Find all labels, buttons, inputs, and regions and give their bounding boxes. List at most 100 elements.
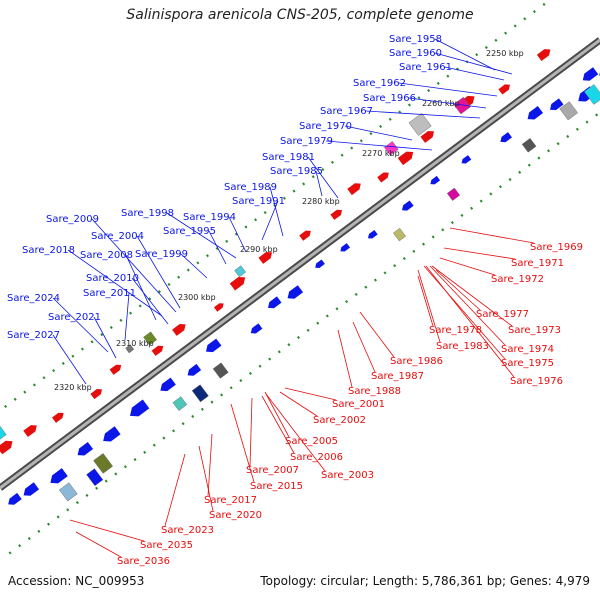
- reverse-gene-arrow-17-shape: [52, 412, 64, 423]
- reverse-gene-arrow-15-shape: [109, 364, 122, 375]
- reverse-gene-label-14: Sare_2001: [332, 399, 385, 410]
- reverse-label-leader-14: [284, 387, 337, 401]
- forward-label-leader-15: [208, 230, 227, 265]
- reverse-label-leader-3: [439, 257, 496, 276]
- accession-text: Accession: NC_009953: [8, 574, 145, 588]
- forward-label-leader-6: [365, 110, 481, 119]
- forward-gene-label-21: Sare_2010: [86, 273, 139, 284]
- backbone: [0, 38, 600, 490]
- forward-gene-label-7: Sare_1970: [299, 121, 352, 132]
- reverse-label-leader-6: [417, 275, 434, 327]
- feature-box-16: [143, 331, 157, 346]
- reverse-label-leader-5: [431, 265, 513, 327]
- forward-label-leader-10: [315, 170, 323, 197]
- forward-gene-label-17: Sare_2004: [91, 231, 144, 242]
- reverse-gene-arrow-2: [498, 84, 511, 95]
- reverse-label-leader-7: [417, 269, 441, 343]
- feature-box-5: [393, 227, 406, 242]
- feature-box-6: [212, 362, 229, 379]
- feature-box-12-shape: [453, 96, 471, 115]
- forward-gene-arrow-10-shape: [367, 230, 378, 239]
- forward-label-leader-13: [228, 216, 247, 253]
- forward-gene-label-10: Sare_1985: [270, 166, 323, 177]
- feature-box-10: [86, 468, 104, 487]
- reverse-label-leader-10: [359, 311, 395, 358]
- feature-box-14: [384, 141, 399, 156]
- forward-gene-arrow-21-shape: [77, 441, 94, 456]
- reverse-gene-arrow-16: [90, 388, 103, 400]
- reverse-label-leader-19: [265, 393, 326, 472]
- forward-gene-arrow-6-shape: [500, 132, 512, 143]
- reverse-gene-arrow-10: [258, 252, 273, 264]
- reverse-label-leader-22: [198, 445, 214, 512]
- feature-box-6-shape: [212, 362, 229, 379]
- reverse-label-leader-8: [429, 265, 506, 346]
- reverse-label-leader-1: [449, 227, 535, 244]
- forward-gene-label-2: Sare_1960: [389, 48, 442, 59]
- forward-gene-arrow-10: [367, 230, 378, 239]
- reverse-gene-arrow-13-shape: [172, 324, 186, 336]
- reverse-label-leader-25: [75, 531, 122, 558]
- reverse-gene-arrow-1-shape: [536, 49, 551, 61]
- kbp-label-3: 2270 kbp: [362, 149, 400, 158]
- forward-gene-arrow-12: [315, 259, 325, 268]
- feature-box-12: [453, 96, 471, 115]
- forward-gene-arrow-11-shape: [340, 243, 351, 252]
- reverse-gene-arrow-19-shape: [0, 440, 13, 455]
- forward-label-leader-14: [166, 212, 237, 259]
- forward-gene-label-4: Sare_1962: [353, 78, 406, 89]
- feature-box-9-shape: [93, 453, 113, 474]
- reverse-gene-arrow-4: [420, 131, 435, 143]
- feature-box-11-shape: [59, 482, 78, 502]
- forward-gene-label-11: Sare_1989: [224, 182, 277, 193]
- forward-label-leader-21: [131, 277, 169, 325]
- reverse-label-leader-12: [352, 321, 376, 373]
- reverse-gene-arrow-18-shape: [23, 425, 37, 437]
- forward-gene-label-1: Sare_1958: [389, 34, 442, 45]
- forward-label-leader-20: [125, 254, 157, 321]
- feature-box-9: [93, 453, 113, 474]
- kbp-label-5: 2290 kbp: [240, 245, 278, 254]
- forward-gene-label-3: Sare_1961: [399, 62, 452, 73]
- reverse-gene-arrow-5-shape: [397, 151, 414, 166]
- reverse-gene-arrow-6: [377, 172, 389, 183]
- reverse-gene-arrow-19: [0, 440, 13, 455]
- feature-box-15-shape: [234, 265, 246, 278]
- forward-label-leader-5: [408, 97, 487, 109]
- reverse-gene-arrow-13: [172, 324, 186, 336]
- reverse-gene-arrow-11-shape: [229, 276, 246, 291]
- forward-gene-arrow-18-shape: [160, 377, 176, 392]
- forward-label-leader-2: [434, 52, 513, 75]
- forward-gene-arrow-7-shape: [461, 155, 472, 164]
- reverse-gene-label-10: Sare_1986: [390, 356, 443, 367]
- forward-gene-arrow-23-shape: [23, 482, 40, 496]
- forward-label-leader-19: [67, 249, 163, 317]
- forward-gene-label-8: Sare_1979: [280, 136, 333, 147]
- forward-gene-arrow-24: [8, 492, 22, 505]
- forward-gene-arrow-20-shape: [103, 426, 121, 442]
- forward-gene-arrow-2: [582, 67, 599, 81]
- reverse-gene-label-11: Sare_1976: [510, 376, 563, 387]
- forward-gene-arrow-16: [205, 338, 222, 353]
- forward-gene-arrow-17: [187, 363, 202, 376]
- forward-gene-arrow-15-shape: [250, 323, 263, 334]
- topology-summary: Topology: circular; Length: 5,786,361 bp…: [260, 574, 590, 588]
- reverse-gene-arrow-4-shape: [420, 131, 435, 143]
- reverse-label-leader-24: [69, 519, 145, 542]
- reverse-label-leader-17: [261, 395, 295, 454]
- reverse-gene-arrow-7-shape: [347, 183, 361, 196]
- feature-box-1: [584, 84, 600, 105]
- reverse-gene-arrow-17: [52, 412, 64, 423]
- feature-box-10-shape: [86, 468, 104, 487]
- forward-gene-arrow-9-shape: [401, 200, 414, 211]
- reverse-gene-arrow-11: [229, 276, 246, 291]
- reverse-gene-arrow-16-shape: [90, 388, 103, 400]
- reverse-gene-arrow-15: [109, 364, 122, 375]
- reverse-label-leader-11: [425, 265, 515, 378]
- forward-gene-arrow-4-shape: [549, 98, 564, 111]
- reverse-label-leader-9: [423, 265, 506, 360]
- forward-gene-arrow-20: [103, 426, 121, 442]
- feature-box-8-shape: [172, 396, 188, 411]
- reverse-label-leader-4: [435, 269, 481, 311]
